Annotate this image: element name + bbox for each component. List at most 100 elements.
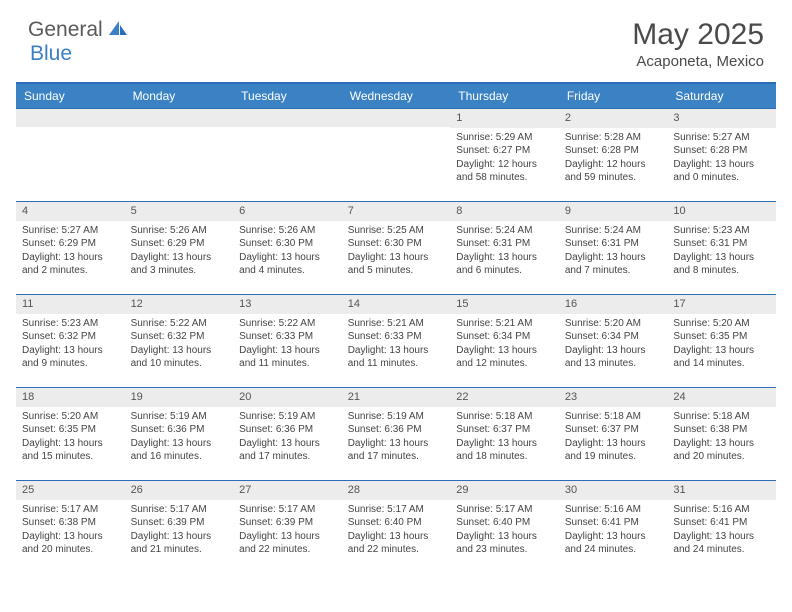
- day-number: 12: [125, 295, 234, 314]
- day-number: 24: [667, 388, 776, 407]
- day-cell: 1Sunrise: 5:29 AMSunset: 6:27 PMDaylight…: [450, 109, 559, 201]
- day-number: 7: [342, 202, 451, 221]
- day-cell: 23Sunrise: 5:18 AMSunset: 6:37 PMDayligh…: [559, 388, 668, 480]
- day-number: 3: [667, 109, 776, 128]
- day-body: Sunrise: 5:18 AMSunset: 6:38 PMDaylight:…: [667, 407, 776, 468]
- day-body: Sunrise: 5:19 AMSunset: 6:36 PMDaylight:…: [125, 407, 234, 468]
- day-cell: 19Sunrise: 5:19 AMSunset: 6:36 PMDayligh…: [125, 388, 234, 480]
- day-cell: 27Sunrise: 5:17 AMSunset: 6:39 PMDayligh…: [233, 481, 342, 573]
- empty-day-bar: [16, 109, 125, 127]
- day-body: Sunrise: 5:26 AMSunset: 6:29 PMDaylight:…: [125, 221, 234, 282]
- day-body: Sunrise: 5:24 AMSunset: 6:31 PMDaylight:…: [559, 221, 668, 282]
- day-number: 21: [342, 388, 451, 407]
- day-number: 5: [125, 202, 234, 221]
- day-cell: 31Sunrise: 5:16 AMSunset: 6:41 PMDayligh…: [667, 481, 776, 573]
- day-body: Sunrise: 5:16 AMSunset: 6:41 PMDaylight:…: [667, 500, 776, 561]
- day-number: 2: [559, 109, 668, 128]
- day-number: 23: [559, 388, 668, 407]
- day-body: Sunrise: 5:25 AMSunset: 6:30 PMDaylight:…: [342, 221, 451, 282]
- day-body: Sunrise: 5:22 AMSunset: 6:33 PMDaylight:…: [233, 314, 342, 375]
- weeks-container: 1Sunrise: 5:29 AMSunset: 6:27 PMDaylight…: [16, 108, 776, 573]
- day-number: 9: [559, 202, 668, 221]
- location: Acaponeta, Mexico: [632, 53, 764, 70]
- week-row: 18Sunrise: 5:20 AMSunset: 6:35 PMDayligh…: [16, 387, 776, 480]
- day-header: Friday: [559, 84, 668, 108]
- day-cell: 12Sunrise: 5:22 AMSunset: 6:32 PMDayligh…: [125, 295, 234, 387]
- day-number: 20: [233, 388, 342, 407]
- day-cell: [342, 109, 451, 201]
- sail-icon: [107, 19, 129, 42]
- day-body: Sunrise: 5:18 AMSunset: 6:37 PMDaylight:…: [559, 407, 668, 468]
- day-cell: 18Sunrise: 5:20 AMSunset: 6:35 PMDayligh…: [16, 388, 125, 480]
- day-header: Sunday: [16, 84, 125, 108]
- day-cell: 8Sunrise: 5:24 AMSunset: 6:31 PMDaylight…: [450, 202, 559, 294]
- day-cell: 29Sunrise: 5:17 AMSunset: 6:40 PMDayligh…: [450, 481, 559, 573]
- day-number: 29: [450, 481, 559, 500]
- day-number: 25: [16, 481, 125, 500]
- day-number: 15: [450, 295, 559, 314]
- day-cell: 28Sunrise: 5:17 AMSunset: 6:40 PMDayligh…: [342, 481, 451, 573]
- day-cell: 7Sunrise: 5:25 AMSunset: 6:30 PMDaylight…: [342, 202, 451, 294]
- day-number: 16: [559, 295, 668, 314]
- day-body: Sunrise: 5:17 AMSunset: 6:40 PMDaylight:…: [342, 500, 451, 561]
- day-number: 11: [16, 295, 125, 314]
- day-cell: [16, 109, 125, 201]
- logo-text-general: General: [28, 18, 103, 42]
- day-body: Sunrise: 5:17 AMSunset: 6:39 PMDaylight:…: [233, 500, 342, 561]
- week-row: 1Sunrise: 5:29 AMSunset: 6:27 PMDaylight…: [16, 108, 776, 201]
- day-number: 30: [559, 481, 668, 500]
- day-body: Sunrise: 5:29 AMSunset: 6:27 PMDaylight:…: [450, 128, 559, 189]
- month-title: May 2025: [632, 18, 764, 51]
- day-cell: 10Sunrise: 5:23 AMSunset: 6:31 PMDayligh…: [667, 202, 776, 294]
- day-cell: 26Sunrise: 5:17 AMSunset: 6:39 PMDayligh…: [125, 481, 234, 573]
- empty-day-bar: [342, 109, 451, 127]
- day-body: Sunrise: 5:23 AMSunset: 6:31 PMDaylight:…: [667, 221, 776, 282]
- day-header: Monday: [125, 84, 234, 108]
- day-cell: 25Sunrise: 5:17 AMSunset: 6:38 PMDayligh…: [16, 481, 125, 573]
- day-body: Sunrise: 5:21 AMSunset: 6:33 PMDaylight:…: [342, 314, 451, 375]
- day-body: Sunrise: 5:18 AMSunset: 6:37 PMDaylight:…: [450, 407, 559, 468]
- day-number: 19: [125, 388, 234, 407]
- empty-day-bar: [233, 109, 342, 127]
- day-body: Sunrise: 5:22 AMSunset: 6:32 PMDaylight:…: [125, 314, 234, 375]
- day-cell: 14Sunrise: 5:21 AMSunset: 6:33 PMDayligh…: [342, 295, 451, 387]
- day-number: 28: [342, 481, 451, 500]
- day-body: Sunrise: 5:19 AMSunset: 6:36 PMDaylight:…: [342, 407, 451, 468]
- empty-day-bar: [125, 109, 234, 127]
- day-header-row: SundayMondayTuesdayWednesdayThursdayFrid…: [16, 84, 776, 108]
- day-number: 22: [450, 388, 559, 407]
- day-cell: 5Sunrise: 5:26 AMSunset: 6:29 PMDaylight…: [125, 202, 234, 294]
- day-cell: 16Sunrise: 5:20 AMSunset: 6:34 PMDayligh…: [559, 295, 668, 387]
- day-cell: 4Sunrise: 5:27 AMSunset: 6:29 PMDaylight…: [16, 202, 125, 294]
- day-body: Sunrise: 5:21 AMSunset: 6:34 PMDaylight:…: [450, 314, 559, 375]
- day-cell: 20Sunrise: 5:19 AMSunset: 6:36 PMDayligh…: [233, 388, 342, 480]
- day-cell: 22Sunrise: 5:18 AMSunset: 6:37 PMDayligh…: [450, 388, 559, 480]
- day-header: Wednesday: [342, 84, 451, 108]
- week-row: 11Sunrise: 5:23 AMSunset: 6:32 PMDayligh…: [16, 294, 776, 387]
- day-cell: 15Sunrise: 5:21 AMSunset: 6:34 PMDayligh…: [450, 295, 559, 387]
- day-body: Sunrise: 5:17 AMSunset: 6:39 PMDaylight:…: [125, 500, 234, 561]
- day-header: Thursday: [450, 84, 559, 108]
- day-number: 27: [233, 481, 342, 500]
- day-body: Sunrise: 5:23 AMSunset: 6:32 PMDaylight:…: [16, 314, 125, 375]
- day-body: Sunrise: 5:27 AMSunset: 6:29 PMDaylight:…: [16, 221, 125, 282]
- day-body: Sunrise: 5:20 AMSunset: 6:35 PMDaylight:…: [667, 314, 776, 375]
- day-cell: 24Sunrise: 5:18 AMSunset: 6:38 PMDayligh…: [667, 388, 776, 480]
- logo-text-blue: Blue: [30, 42, 72, 65]
- day-cell: [125, 109, 234, 201]
- day-cell: 21Sunrise: 5:19 AMSunset: 6:36 PMDayligh…: [342, 388, 451, 480]
- title-block: May 2025 Acaponeta, Mexico: [632, 18, 764, 70]
- day-body: Sunrise: 5:26 AMSunset: 6:30 PMDaylight:…: [233, 221, 342, 282]
- day-number: 31: [667, 481, 776, 500]
- calendar: SundayMondayTuesdayWednesdayThursdayFrid…: [16, 82, 776, 573]
- day-number: 1: [450, 109, 559, 128]
- day-body: Sunrise: 5:17 AMSunset: 6:40 PMDaylight:…: [450, 500, 559, 561]
- day-cell: 11Sunrise: 5:23 AMSunset: 6:32 PMDayligh…: [16, 295, 125, 387]
- day-body: Sunrise: 5:20 AMSunset: 6:35 PMDaylight:…: [16, 407, 125, 468]
- week-row: 25Sunrise: 5:17 AMSunset: 6:38 PMDayligh…: [16, 480, 776, 573]
- day-number: 26: [125, 481, 234, 500]
- day-number: 17: [667, 295, 776, 314]
- day-cell: 13Sunrise: 5:22 AMSunset: 6:33 PMDayligh…: [233, 295, 342, 387]
- day-number: 6: [233, 202, 342, 221]
- week-row: 4Sunrise: 5:27 AMSunset: 6:29 PMDaylight…: [16, 201, 776, 294]
